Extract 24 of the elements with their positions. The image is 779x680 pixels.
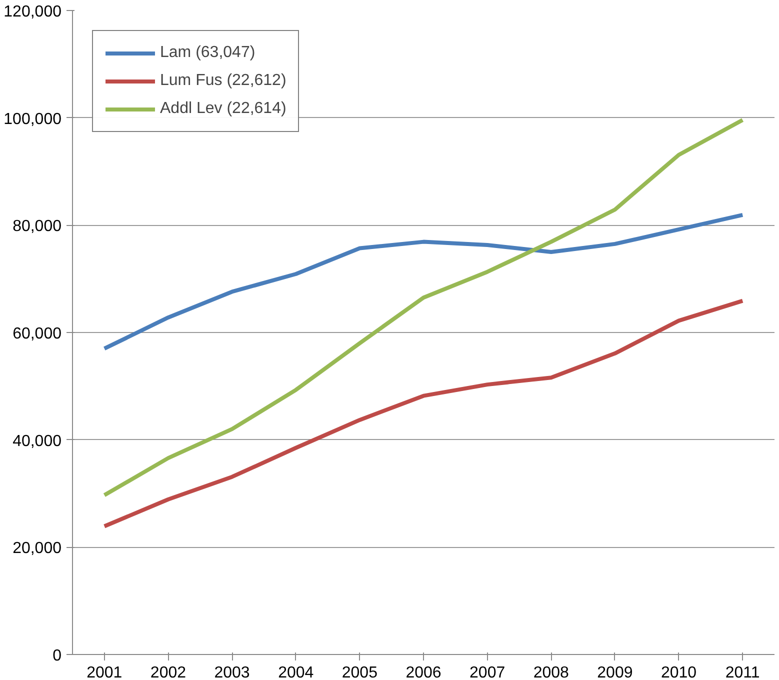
x-tick-label: 2002 — [150, 664, 186, 680]
line-series — [102, 212, 745, 351]
legend-label: Addl Lev (22,614) — [160, 100, 286, 118]
x-tick-label: 2003 — [214, 664, 250, 680]
y-tick-label: 20,000 — [12, 540, 62, 558]
x-tick-label: 2007 — [470, 664, 506, 680]
y-tick-label: 120,000 — [4, 4, 62, 20]
x-tick-label: 2006 — [406, 664, 442, 680]
legend-label: Lam (63,047) — [160, 44, 256, 62]
y-tick-label: 40,000 — [12, 432, 62, 450]
x-tick-label: 2005 — [342, 664, 378, 680]
line-series — [102, 118, 745, 498]
x-tick-label: 2004 — [278, 664, 314, 680]
x-tick-label: 2009 — [597, 664, 633, 680]
x-tick-label: 2010 — [660, 664, 697, 680]
y-tick-label: 80,000 — [12, 218, 62, 236]
legend-label: Lum Fus (22,612) — [160, 72, 286, 90]
y-tick-label: 0 — [52, 648, 62, 664]
x-tick-label: 2008 — [533, 664, 570, 680]
line-series — [102, 298, 745, 528]
x-tick-label: 2001 — [86, 664, 122, 680]
y-tick-label: 60,000 — [12, 326, 62, 342]
x-tick-label: 2011 — [725, 664, 760, 680]
y-tick-label: 100,000 — [4, 110, 62, 128]
